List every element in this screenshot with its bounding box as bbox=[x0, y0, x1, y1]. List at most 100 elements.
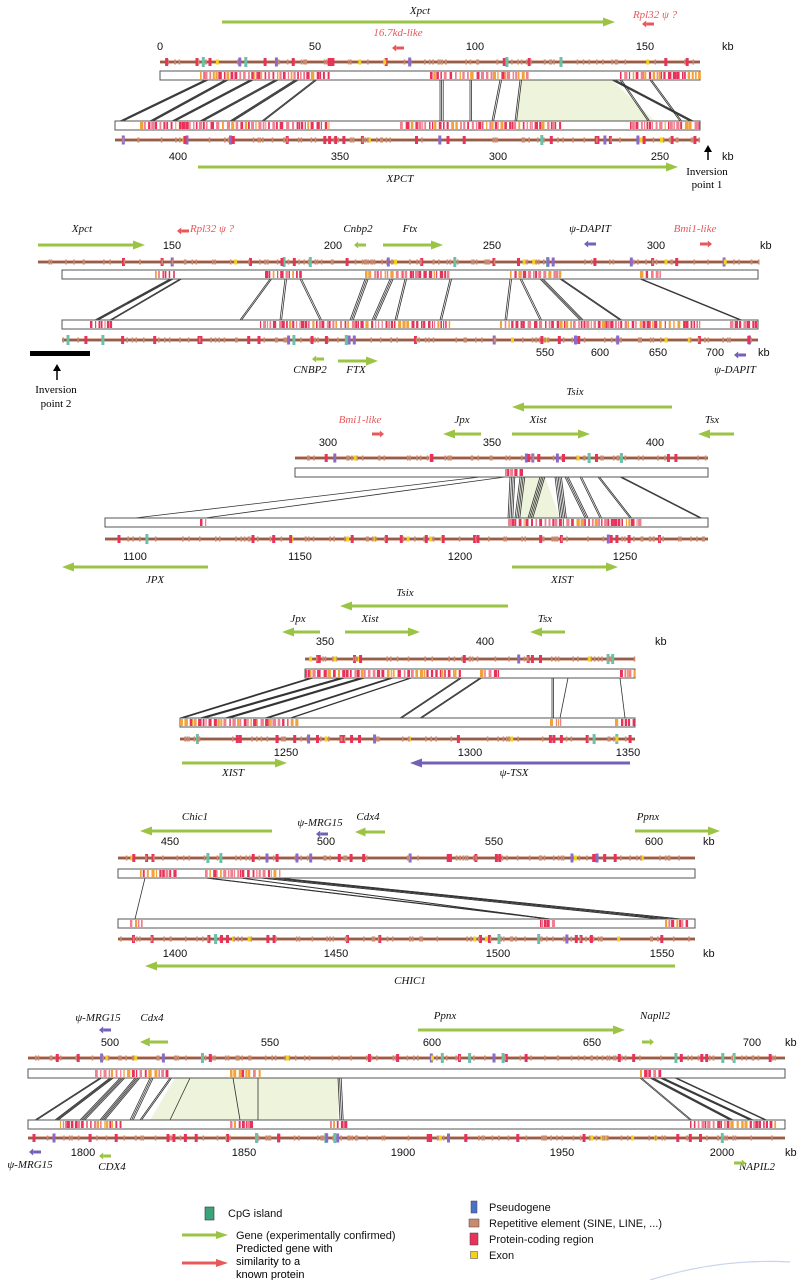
gene-arrow bbox=[355, 827, 385, 837]
bottom-sequence-track bbox=[180, 734, 635, 744]
panel-p5: Chic1 ψ-MRG15 Cdx4 Ppnx 450 500 550 600 kb 1400 14… bbox=[134, 811, 715, 987]
tick-label: 1100 bbox=[123, 551, 147, 563]
tick-label: 1250 bbox=[613, 551, 637, 563]
gene-arrow bbox=[512, 562, 618, 572]
unit-label: kb bbox=[722, 151, 734, 163]
tick-label: 550 bbox=[261, 1037, 279, 1049]
gene-arrow bbox=[99, 1152, 111, 1160]
tick-label: 600 bbox=[591, 347, 609, 359]
gene-label: Ftx bbox=[402, 223, 418, 235]
top-alignment-frame bbox=[159, 70, 701, 81]
legend-label: Gene (experimentally confirmed) bbox=[236, 1230, 396, 1242]
legend-swatch-rep bbox=[468, 1218, 480, 1228]
gene-label: Cdx4 bbox=[356, 811, 380, 823]
tick-label: 500 bbox=[317, 836, 335, 848]
gene-arrow bbox=[512, 402, 672, 412]
gene-label: ψ-MRG15 bbox=[7, 1159, 53, 1171]
tick-label: 500 bbox=[101, 1037, 119, 1049]
gene-label: CHIC1 bbox=[394, 975, 426, 987]
top-sequence-track bbox=[28, 1053, 785, 1063]
tick-label: 0 bbox=[157, 41, 163, 53]
tick-label: 1150 bbox=[288, 551, 312, 563]
tick-label: 1250 bbox=[274, 747, 298, 759]
corner-curve bbox=[649, 1260, 791, 1280]
inversion-point-1-label: Inversion bbox=[686, 166, 728, 178]
tick-label: 400 bbox=[646, 437, 664, 449]
unit-label: kb bbox=[785, 1147, 797, 1159]
tick-label: 550 bbox=[536, 347, 554, 359]
gene-arrow bbox=[410, 758, 630, 768]
legend-label: Predicted gene with similarity to a known … bbox=[236, 1243, 333, 1280]
bottom-alignment-frame bbox=[117, 918, 696, 929]
gene-label: Jpx bbox=[290, 613, 305, 625]
gene-label: CNBP2 bbox=[293, 364, 327, 376]
panel-p1: Xpct 16.7kd-like Rpl32 ψ ? 0 50 100 150 kb 400 35… bbox=[119, 5, 734, 185]
gene-label: XPCT bbox=[386, 173, 415, 185]
tick-label: 700 bbox=[743, 1037, 761, 1049]
unit-label: kb bbox=[655, 636, 667, 648]
inversion-point-2-label: point 2 bbox=[41, 398, 72, 410]
gene-label: Rpl32 ψ ? bbox=[189, 223, 235, 235]
gene-arrow bbox=[584, 240, 596, 248]
gene-label: ψ-MRG15 bbox=[75, 1012, 121, 1024]
gene-label: Chic1 bbox=[182, 811, 208, 823]
gene-label: ψ-DAPIT bbox=[714, 364, 757, 376]
tick-label: 100 bbox=[466, 41, 484, 53]
tick-label: 200 bbox=[324, 240, 342, 252]
top-alignment-frame bbox=[294, 467, 709, 478]
tick-label: 350 bbox=[331, 151, 349, 163]
gene-label: NAPIL2 bbox=[738, 1161, 776, 1173]
gene-label: Jpx bbox=[454, 414, 469, 426]
cpg-island-swatch bbox=[204, 1206, 215, 1221]
alignment-connectors bbox=[119, 79, 694, 122]
tick-label: 1900 bbox=[391, 1147, 415, 1159]
bottom-alignment-frame bbox=[27, 1119, 786, 1130]
gene-arrow bbox=[282, 627, 320, 637]
tick-label: 300 bbox=[319, 437, 337, 449]
gene-arrow bbox=[372, 430, 384, 438]
gene-label: Bmi1-like bbox=[339, 414, 382, 426]
tick-label: 450 bbox=[161, 836, 179, 848]
gene-arrow bbox=[99, 1026, 111, 1034]
bottom-alignment-frame bbox=[61, 319, 759, 330]
bottom-sequence-track bbox=[62, 335, 758, 345]
legend-swatch-pseudo bbox=[470, 1200, 478, 1214]
legend-label: Repetitive element (SINE, LINE, ...) bbox=[489, 1218, 662, 1230]
unit-label: kb bbox=[703, 948, 715, 960]
top-sequence-track bbox=[295, 453, 708, 463]
unit-label: kb bbox=[785, 1037, 797, 1049]
tick-label: 550 bbox=[485, 836, 503, 848]
gene-label: Tsix bbox=[396, 587, 413, 599]
tick-label: 1200 bbox=[448, 551, 472, 563]
gene-label: Xpct bbox=[409, 5, 431, 17]
tick-label: 1350 bbox=[616, 747, 640, 759]
gene-arrow bbox=[443, 429, 481, 439]
gene-arrow bbox=[222, 17, 615, 27]
inversion-point-2-bar bbox=[30, 351, 90, 356]
gene-label: Ppnx bbox=[636, 811, 660, 823]
tick-label: 650 bbox=[649, 347, 667, 359]
bottom-alignment-frame bbox=[104, 517, 709, 528]
tick-label: 1400 bbox=[163, 948, 187, 960]
alignment-connectors bbox=[34, 1077, 767, 1121]
gene-arrow bbox=[642, 1038, 654, 1046]
gene-label: Xist bbox=[360, 613, 379, 625]
tick-label: 150 bbox=[163, 240, 181, 252]
inversion-point-2-label: Inversion bbox=[35, 384, 77, 396]
gene-legend-arrow bbox=[182, 1231, 228, 1239]
tick-label: 1950 bbox=[550, 1147, 574, 1159]
gene-arrow bbox=[316, 830, 328, 838]
gene-arrow bbox=[198, 162, 678, 172]
tick-label: 50 bbox=[309, 41, 321, 53]
legend: CpG island Gene (experimentally confirmed… bbox=[204, 1200, 791, 1280]
gene-label: Ppnx bbox=[433, 1010, 457, 1022]
top-sequence-track bbox=[305, 654, 636, 664]
gene-arrow bbox=[140, 826, 272, 836]
tick-label: 400 bbox=[476, 636, 494, 648]
gene-label: Rpl32 ψ ? bbox=[632, 9, 678, 21]
top-sequence-track bbox=[118, 853, 695, 863]
legend-label: Exon bbox=[489, 1250, 514, 1262]
panel-p6: ψ-MRG15 Cdx4 Ppnx Napll2 500 550 600 650 700 kb 18… bbox=[7, 1010, 796, 1173]
gene-arrow bbox=[512, 429, 590, 439]
